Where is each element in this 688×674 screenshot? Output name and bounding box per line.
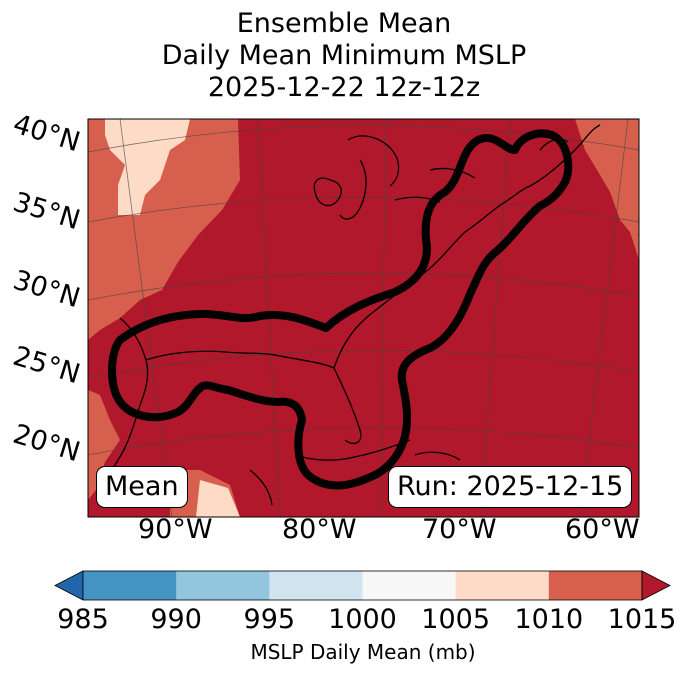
colorbar-tick-label: 1005 (421, 604, 491, 635)
map-frame (87, 118, 640, 518)
colorbar-segment (362, 571, 457, 600)
title-line-3: 2025-12-22 12z-12z (207, 72, 481, 103)
lon-label-90: 90°W (138, 514, 213, 545)
colorbar-tick-label: 995 (243, 604, 296, 635)
pressure-map (87, 118, 640, 518)
colorbar-tick-label: 990 (150, 604, 202, 635)
pressure-contour (108, 129, 573, 490)
colorbar-tick-label: 1000 (328, 604, 397, 635)
colorbar-segment (269, 571, 363, 600)
colorbar-tick-label: 1015 (607, 604, 677, 635)
colorbar-label: MSLP Daily Mean (mb) (250, 640, 476, 664)
field-1005-1010-northeast (575, 119, 639, 260)
colorbar-tick-label: 985 (57, 604, 109, 635)
colorbar-segment (455, 571, 550, 600)
field-1000-1005-north (105, 119, 190, 215)
field-1000-1005-south (196, 480, 240, 517)
colorbar-segment (548, 571, 643, 600)
colorbar-segment (176, 571, 270, 600)
colorbar-segment (83, 571, 177, 600)
colorbar-extend-high (641, 570, 671, 601)
title-line-2: Daily Mean Minimum MSLP (161, 40, 527, 71)
colorbar-extend-low (54, 570, 84, 601)
run-date-box: Run: 2025-12-15 (388, 466, 633, 508)
title-line-1: Ensemble Mean (236, 8, 452, 39)
mean-label-box: Mean (96, 466, 188, 508)
lon-label-70: 70°W (422, 514, 497, 545)
lon-label-80: 80°W (282, 514, 357, 545)
colorbar-tick-label: 1010 (514, 604, 584, 635)
lon-label-60: 60°W (565, 514, 640, 545)
